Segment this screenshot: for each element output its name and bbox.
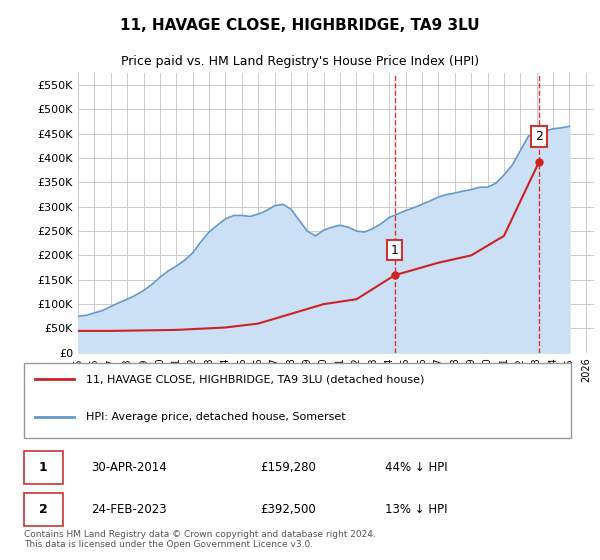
Text: HPI: Average price, detached house, Somerset: HPI: Average price, detached house, Some… <box>86 412 346 422</box>
Text: £159,280: £159,280 <box>260 461 316 474</box>
Text: 24-FEB-2023: 24-FEB-2023 <box>91 503 167 516</box>
Text: 2: 2 <box>535 130 543 143</box>
Text: 1: 1 <box>39 461 48 474</box>
Text: 11, HAVAGE CLOSE, HIGHBRIDGE, TA9 3LU: 11, HAVAGE CLOSE, HIGHBRIDGE, TA9 3LU <box>120 18 480 33</box>
Text: 13% ↓ HPI: 13% ↓ HPI <box>385 503 447 516</box>
FancyBboxPatch shape <box>23 451 63 484</box>
FancyBboxPatch shape <box>23 363 571 438</box>
Text: £392,500: £392,500 <box>260 503 316 516</box>
Text: 44% ↓ HPI: 44% ↓ HPI <box>385 461 447 474</box>
Text: Price paid vs. HM Land Registry's House Price Index (HPI): Price paid vs. HM Land Registry's House … <box>121 55 479 68</box>
Text: 1: 1 <box>391 244 398 256</box>
Text: 11, HAVAGE CLOSE, HIGHBRIDGE, TA9 3LU (detached house): 11, HAVAGE CLOSE, HIGHBRIDGE, TA9 3LU (d… <box>86 375 424 384</box>
Text: Contains HM Land Registry data © Crown copyright and database right 2024.
This d: Contains HM Land Registry data © Crown c… <box>23 530 376 549</box>
Text: 30-APR-2014: 30-APR-2014 <box>91 461 167 474</box>
FancyBboxPatch shape <box>23 493 63 526</box>
Text: 2: 2 <box>39 503 48 516</box>
